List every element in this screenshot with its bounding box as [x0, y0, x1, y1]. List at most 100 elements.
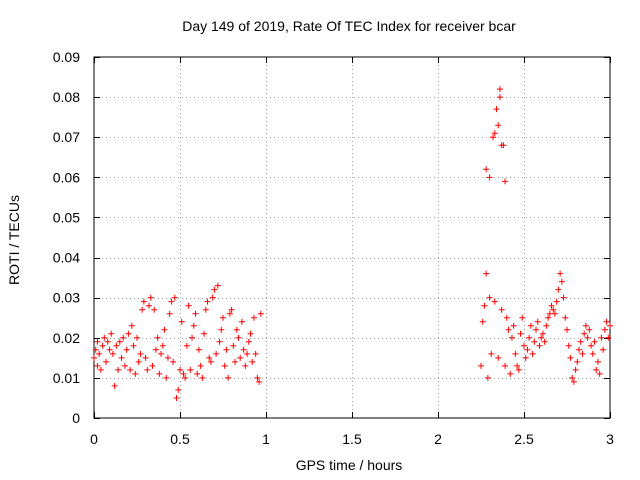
data-point-marker: [536, 342, 543, 349]
data-point-marker: [593, 366, 600, 373]
data-point-marker: [607, 322, 613, 329]
data-point-marker: [199, 374, 206, 381]
data-point-marker: [483, 166, 490, 173]
data-point-marker: [600, 346, 607, 353]
data-point-marker: [214, 282, 221, 289]
data-point-marker: [177, 366, 183, 373]
data-point-marker: [220, 314, 226, 321]
data-point-marker: [194, 370, 201, 377]
data-point-marker: [548, 302, 555, 309]
data-point-marker: [99, 342, 106, 349]
data-point-marker: [221, 362, 228, 369]
data-point-marker: [152, 346, 159, 353]
data-point-marker: [557, 270, 564, 277]
data-point-marker: [256, 378, 263, 385]
data-point-marker: [156, 370, 163, 377]
data-point-marker: [139, 306, 146, 313]
data-point-marker: [598, 334, 605, 341]
data-point-marker: [521, 342, 527, 349]
data-point-marker: [108, 330, 115, 337]
data-point-marker: [550, 306, 557, 313]
data-point-marker: [187, 366, 194, 373]
data-point-marker: [158, 350, 165, 357]
data-point-marker: [120, 334, 127, 341]
data-point-marker: [202, 306, 209, 313]
data-point-marker: [517, 330, 524, 337]
data-point-marker: [140, 298, 147, 305]
data-point-marker: [121, 362, 128, 369]
data-point-marker: [576, 346, 583, 353]
data-point-marker: [603, 318, 610, 325]
data-point-marker: [237, 354, 244, 361]
data-point-marker: [159, 342, 166, 349]
data-point-marker: [178, 318, 185, 325]
data-point-marker: [154, 334, 161, 341]
data-point-marker: [491, 130, 498, 137]
data-point-marker: [228, 306, 235, 313]
data-point-marker: [495, 122, 502, 129]
x-axis-tick-labels: 0 0.5 1 1.5 2 2.5 3: [90, 431, 614, 447]
data-point-marker: [510, 322, 517, 329]
data-point-marker: [151, 306, 158, 313]
data-point-marker: [183, 342, 190, 349]
data-point-marker: [218, 326, 225, 333]
data-point-marker: [508, 334, 515, 341]
data-point-marker: [170, 358, 177, 365]
data-point-marker: [171, 294, 178, 301]
data-point-marker: [135, 358, 142, 365]
data-point-marker: [558, 278, 565, 285]
data-point-marker: [130, 342, 137, 349]
data-point-marker: [601, 326, 608, 333]
y-tick-label: 0.08: [53, 89, 80, 105]
y-tick-label: 0.01: [53, 370, 80, 386]
data-point-marker: [125, 330, 132, 337]
data-point-marker: [182, 374, 189, 381]
data-point-marker: [564, 326, 570, 333]
data-point-marker: [96, 350, 103, 357]
data-point-marker: [189, 334, 196, 341]
data-point-marker: [249, 358, 256, 365]
y-tick-label: 0.03: [53, 290, 80, 306]
data-point-marker: [496, 86, 503, 93]
data-point-marker: [529, 350, 536, 357]
data-point-marker: [582, 322, 589, 329]
data-point-marker: [503, 314, 510, 321]
data-point-marker: [570, 378, 577, 385]
data-point-marker: [101, 334, 108, 341]
data-point-marker: [168, 298, 175, 305]
data-point-marker: [545, 314, 552, 321]
data-point-marker: [254, 374, 261, 381]
data-point-marker: [190, 322, 197, 329]
data-point-marker: [533, 326, 540, 333]
data-point-marker: [500, 142, 507, 149]
data-point-marker: [103, 358, 110, 365]
data-point-marker: [116, 338, 123, 345]
data-point-marker: [226, 310, 233, 317]
data-point-marker: [164, 354, 171, 361]
data-point-marker: [94, 362, 101, 369]
data-point-marker: [562, 314, 569, 321]
data-point-marker: [498, 306, 505, 313]
data-point-marker: [213, 350, 220, 357]
data-point-marker: [565, 342, 572, 349]
data-point-marker: [180, 370, 187, 377]
chart-title: Day 149 of 2019, Rate Of TEC Index for r…: [182, 18, 516, 34]
scatter-points: [91, 86, 613, 401]
data-point-marker: [225, 374, 232, 381]
data-point-marker: [579, 350, 586, 357]
data-point-marker: [240, 346, 247, 353]
y-tick-label: 0.05: [53, 209, 80, 225]
data-point-marker: [192, 310, 199, 317]
data-point-marker: [486, 174, 493, 181]
data-point-marker: [113, 342, 120, 349]
data-point-marker: [491, 298, 498, 305]
data-point-marker: [134, 334, 140, 341]
data-point-marker: [572, 366, 579, 373]
data-point-marker: [223, 346, 230, 353]
data-point-marker: [209, 294, 216, 301]
data-point-marker: [588, 342, 595, 349]
data-point-marker: [106, 346, 113, 353]
data-point-marker: [534, 318, 541, 325]
y-tick-label: 0.02: [53, 330, 80, 346]
